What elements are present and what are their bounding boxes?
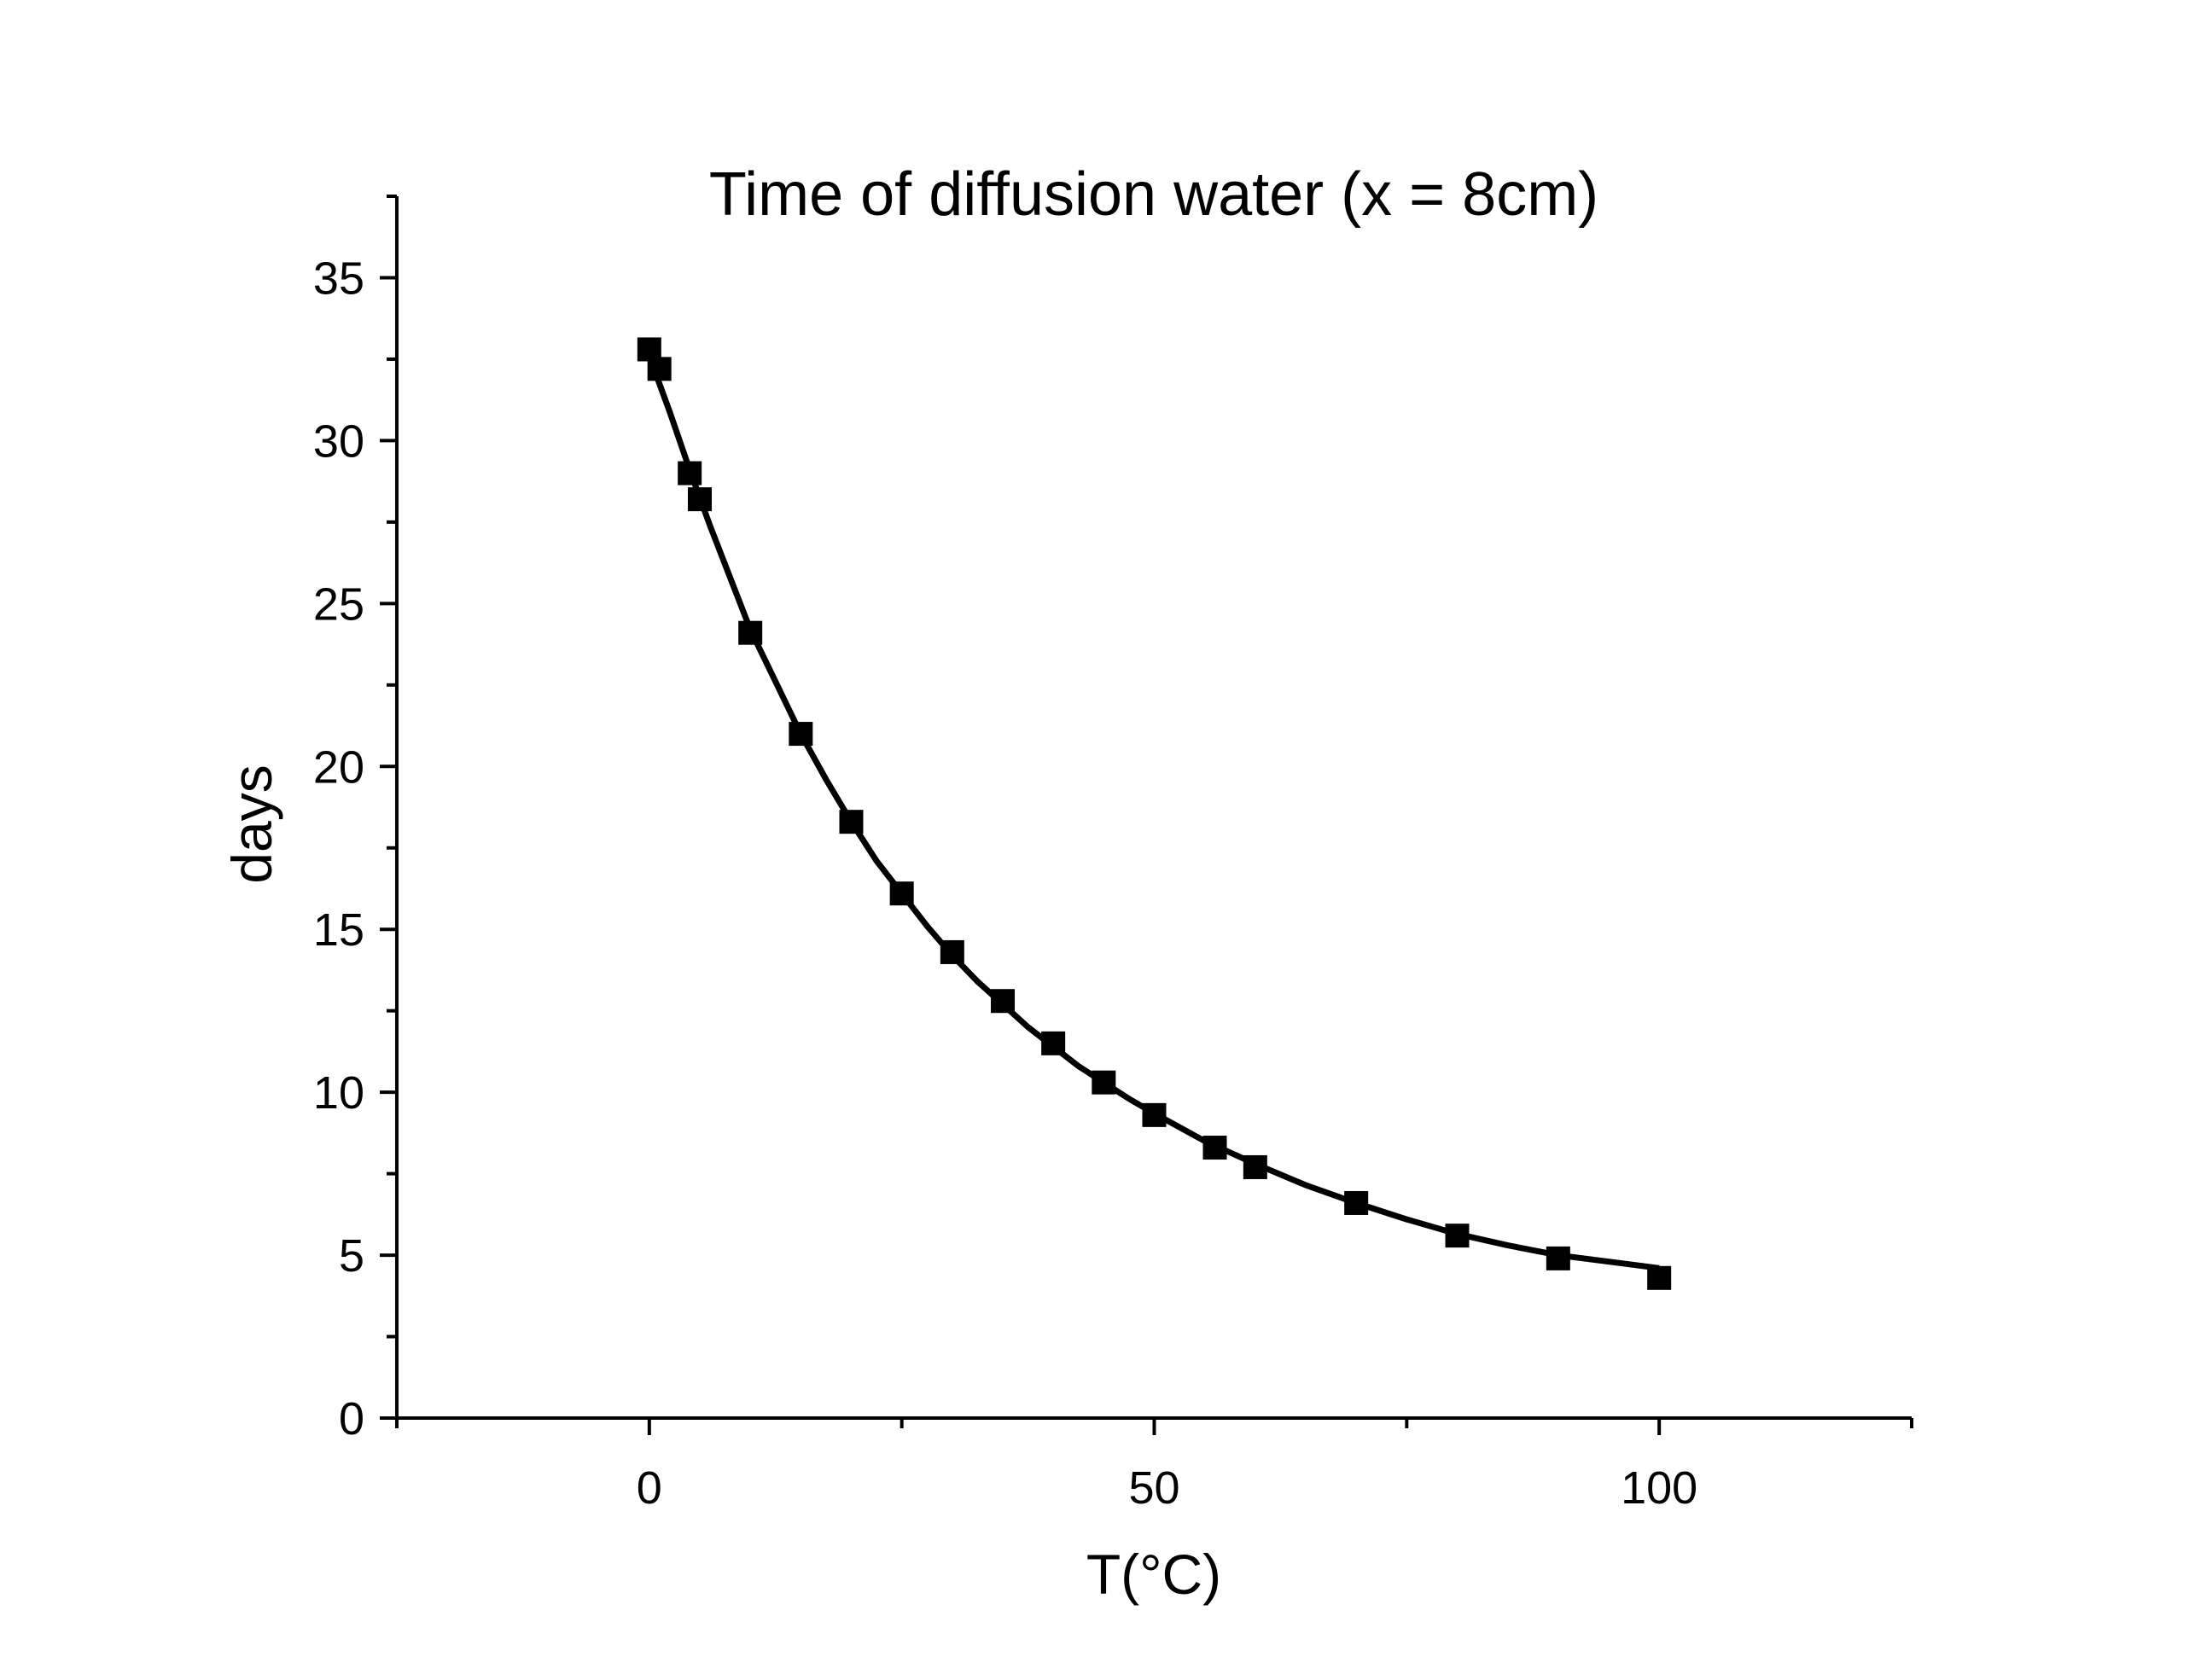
y-tick-label: 10 bbox=[313, 1067, 364, 1119]
y-axis-ticks bbox=[380, 195, 397, 1420]
data-point-marker bbox=[1041, 1031, 1066, 1055]
chart-title: Time of diffusion water (x = 8cm) bbox=[709, 160, 1598, 229]
data-point-marker bbox=[991, 989, 1015, 1014]
data-point-marker bbox=[1092, 1070, 1116, 1095]
x-tick-label: 50 bbox=[1128, 1462, 1179, 1514]
y-tick-label: 25 bbox=[313, 578, 364, 630]
data-point-marker bbox=[839, 810, 864, 834]
y-axis-label: days bbox=[220, 764, 283, 883]
y-tick-label: 30 bbox=[313, 416, 364, 467]
data-point-marker bbox=[1647, 1265, 1672, 1290]
y-tick-label: 5 bbox=[339, 1230, 364, 1282]
x-axis-ticks bbox=[395, 1418, 1913, 1435]
data-point-marker bbox=[940, 939, 964, 964]
data-point-marker bbox=[647, 357, 672, 381]
y-axis-tick-labels: 0 5 10 15 20 25 30 35 bbox=[313, 253, 364, 1445]
data-point-marker bbox=[1344, 1190, 1369, 1215]
data-point-marker bbox=[889, 881, 914, 906]
y-tick-label: 35 bbox=[313, 253, 364, 304]
x-tick-label: 0 bbox=[637, 1462, 662, 1514]
data-point-marker bbox=[1142, 1102, 1167, 1127]
data-point-marker bbox=[1546, 1246, 1570, 1270]
data-point-marker bbox=[688, 487, 712, 512]
data-point-marker bbox=[738, 620, 763, 645]
x-axis-tick-labels: 0 50 100 bbox=[637, 1462, 1697, 1514]
x-tick-label: 100 bbox=[1621, 1462, 1697, 1514]
data-markers bbox=[637, 337, 1672, 1290]
data-point-marker bbox=[1202, 1136, 1227, 1160]
axes bbox=[395, 196, 1912, 1420]
data-point-marker bbox=[1243, 1154, 1267, 1179]
fit-curve-line bbox=[653, 374, 1660, 1271]
y-tick-label: 15 bbox=[313, 904, 364, 956]
data-point-marker bbox=[678, 461, 702, 485]
data-point-marker bbox=[1445, 1224, 1470, 1248]
data-point-marker bbox=[789, 722, 813, 747]
x-axis-label: T(°C) bbox=[1086, 1543, 1221, 1606]
y-tick-label: 0 bbox=[339, 1393, 364, 1445]
y-tick-label: 20 bbox=[313, 741, 364, 793]
